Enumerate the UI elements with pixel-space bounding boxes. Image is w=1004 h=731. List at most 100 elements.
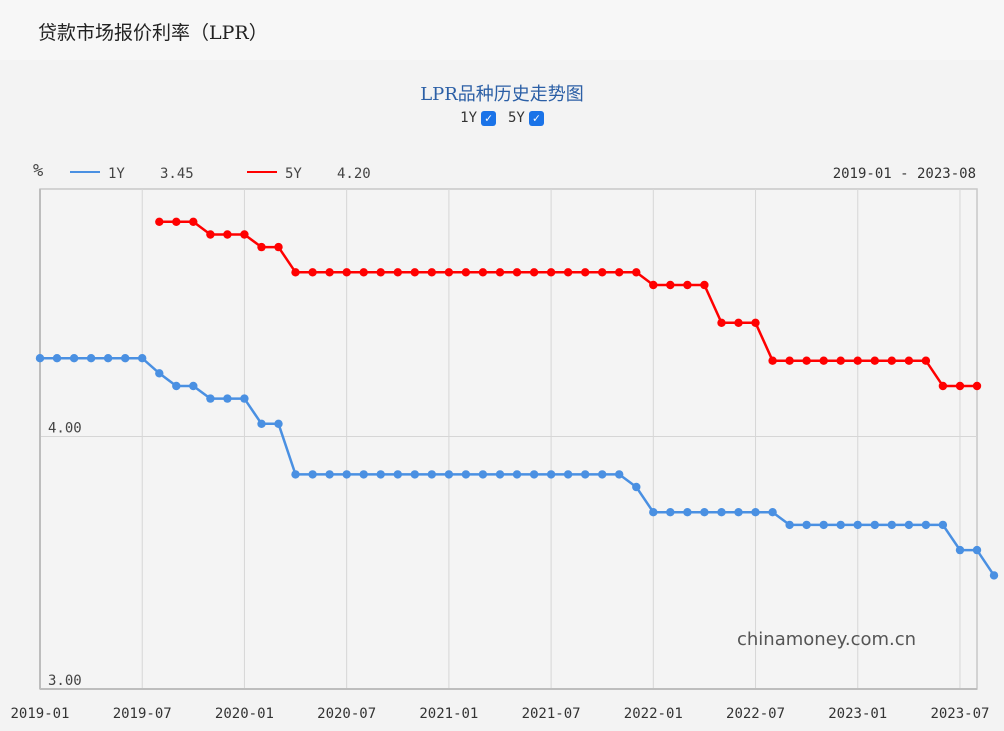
- toggle-1y-checkbox[interactable]: ✓: [481, 110, 496, 126]
- data-point-5y: [512, 268, 522, 277]
- data-point-5y: [393, 268, 402, 277]
- data-point-5y: [870, 356, 879, 365]
- data-point-1y: [615, 470, 624, 479]
- data-point-5y: [887, 356, 896, 365]
- legend-value-5y: 4.20: [337, 166, 371, 182]
- data-point-1y: [955, 545, 965, 555]
- data-point-1y: [819, 520, 828, 530]
- toggle-1y-label: 1Y: [460, 110, 477, 126]
- data-point-5y: [291, 268, 300, 277]
- toggle-5y-label: 5Y: [508, 110, 525, 126]
- x-tick-label: 2023-01: [828, 706, 887, 722]
- data-point-5y: [785, 356, 794, 365]
- x-tick-label: 2020-01: [215, 706, 274, 722]
- data-point-1y: [717, 508, 726, 517]
- legend-value-1y: 3.45: [160, 166, 194, 182]
- data-point-1y: [921, 520, 931, 530]
- data-point-1y: [972, 545, 982, 555]
- data-point-1y: [529, 470, 539, 479]
- date-range-label: 2019-01 - 2023-08: [833, 166, 976, 182]
- data-point-1y: [359, 470, 368, 479]
- data-point-1y: [189, 381, 198, 391]
- data-point-5y: [529, 268, 539, 277]
- data-point-1y: [563, 470, 573, 479]
- data-point-1y: [138, 354, 147, 363]
- data-point-1y: [444, 470, 454, 479]
- data-point-5y: [444, 268, 454, 277]
- data-point-1y: [410, 470, 419, 479]
- data-point-5y: [649, 280, 658, 290]
- data-point-5y: [802, 356, 811, 365]
- data-point-1y: [546, 470, 556, 479]
- data-point-1y: [308, 470, 317, 479]
- data-point-1y: [223, 394, 232, 403]
- x-tick-label: 2020-07: [317, 706, 376, 722]
- x-tick-label: 2021-01: [419, 706, 478, 722]
- data-point-5y: [666, 280, 675, 290]
- data-point-5y: [683, 280, 692, 290]
- x-tick-label: 2019-01: [10, 706, 69, 722]
- data-point-5y: [427, 268, 436, 277]
- toggle-1y[interactable]: 1Y ✓: [460, 110, 496, 126]
- series-toggles: 1Y ✓ 5Y ✓: [0, 110, 1004, 126]
- data-point-5y: [972, 381, 982, 391]
- y-axis-label: %: [33, 161, 43, 181]
- data-point-5y: [206, 230, 215, 239]
- page-header: 贷款市场报价利率（LPR）: [0, 0, 1004, 60]
- data-point-1y: [751, 508, 760, 517]
- data-point-1y: [172, 381, 181, 391]
- data-point-5y: [155, 217, 164, 226]
- data-point-1y: [887, 520, 896, 530]
- data-point-1y: [325, 470, 334, 479]
- data-point-1y: [427, 470, 436, 479]
- toggle-5y[interactable]: 5Y ✓: [508, 110, 544, 126]
- data-point-5y: [955, 381, 965, 391]
- data-point-5y: [700, 280, 709, 290]
- data-point-1y: [649, 508, 658, 517]
- data-point-1y: [342, 470, 351, 479]
- data-point-5y: [274, 242, 283, 252]
- data-point-1y: [376, 470, 385, 479]
- data-point-1y: [274, 419, 283, 428]
- x-tick-label: 2022-07: [726, 706, 785, 722]
- data-point-5y: [461, 268, 471, 277]
- data-point-5y: [478, 268, 488, 277]
- data-point-5y: [938, 381, 948, 391]
- data-point-5y: [598, 268, 607, 277]
- data-point-5y: [615, 268, 624, 277]
- x-tick-label: 2019-07: [113, 706, 172, 722]
- data-point-1y: [938, 520, 948, 530]
- data-point-1y: [836, 520, 845, 530]
- data-point-5y: [734, 318, 743, 327]
- data-point-5y: [172, 217, 181, 226]
- data-point-1y: [478, 470, 488, 479]
- data-point-1y: [35, 354, 45, 363]
- data-point-5y: [359, 268, 368, 277]
- data-point-5y: [751, 318, 760, 327]
- y-tick-label: 4.00: [48, 420, 82, 436]
- data-point-1y: [870, 520, 879, 530]
- x-tick-label: 2022-01: [624, 706, 683, 722]
- data-point-1y: [393, 470, 402, 479]
- data-point-1y: [598, 470, 607, 479]
- x-tick-label: 2023-07: [930, 706, 989, 722]
- x-tick-label: 2021-07: [522, 706, 581, 722]
- watermark: chinamoney.com.cn: [737, 629, 916, 650]
- data-point-5y: [410, 268, 419, 277]
- data-point-1y: [785, 520, 794, 530]
- data-point-1y: [206, 394, 215, 403]
- data-point-1y: [666, 508, 675, 517]
- page-title: 贷款市场报价利率（LPR）: [38, 22, 268, 44]
- toggle-5y-checkbox[interactable]: ✓: [528, 110, 544, 126]
- data-point-1y: [257, 419, 266, 428]
- data-point-1y: [683, 508, 692, 517]
- data-point-5y: [904, 356, 914, 365]
- data-point-5y: [342, 268, 351, 277]
- data-point-1y: [632, 482, 641, 492]
- data-point-1y: [734, 508, 743, 517]
- data-point-1y: [155, 369, 164, 378]
- data-point-1y: [121, 354, 130, 363]
- data-point-1y: [495, 470, 505, 479]
- data-point-5y: [223, 230, 232, 239]
